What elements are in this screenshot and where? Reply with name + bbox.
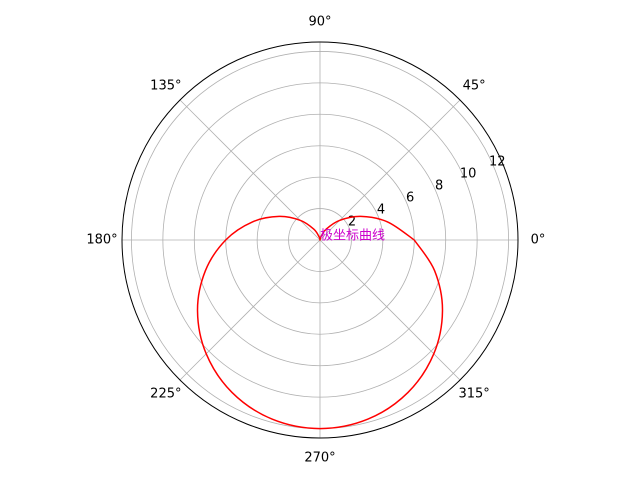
angle-tick-label: 90°: [308, 15, 331, 30]
angle-tick-label: 135°: [150, 78, 181, 93]
grid-spoke: [179, 239, 321, 381]
radial-tick-label: 10: [460, 166, 477, 181]
outer-frame: [121, 41, 519, 439]
angle-tick-label: 225°: [150, 387, 181, 402]
angle-tick-label: 45°: [463, 78, 486, 93]
radial-tick-label: 4: [377, 202, 385, 217]
annotation: 极坐标曲线: [320, 229, 385, 244]
series-line: [196, 215, 444, 430]
grid-spoke: [179, 99, 321, 241]
grid-spoke: [319, 239, 461, 381]
radial-tick-label: 6: [406, 190, 414, 205]
radial-tick-label: 8: [435, 178, 443, 193]
radial-tick-label: 2: [348, 214, 356, 229]
angle-tick-label: 270°: [304, 451, 335, 466]
angle-tick-label: 180°: [86, 233, 117, 248]
angle-tick-label: 315°: [458, 387, 489, 402]
grid-spoke: [319, 99, 461, 241]
radial-tick-label: 12: [489, 154, 506, 169]
angle-tick-label: 0°: [531, 233, 546, 248]
